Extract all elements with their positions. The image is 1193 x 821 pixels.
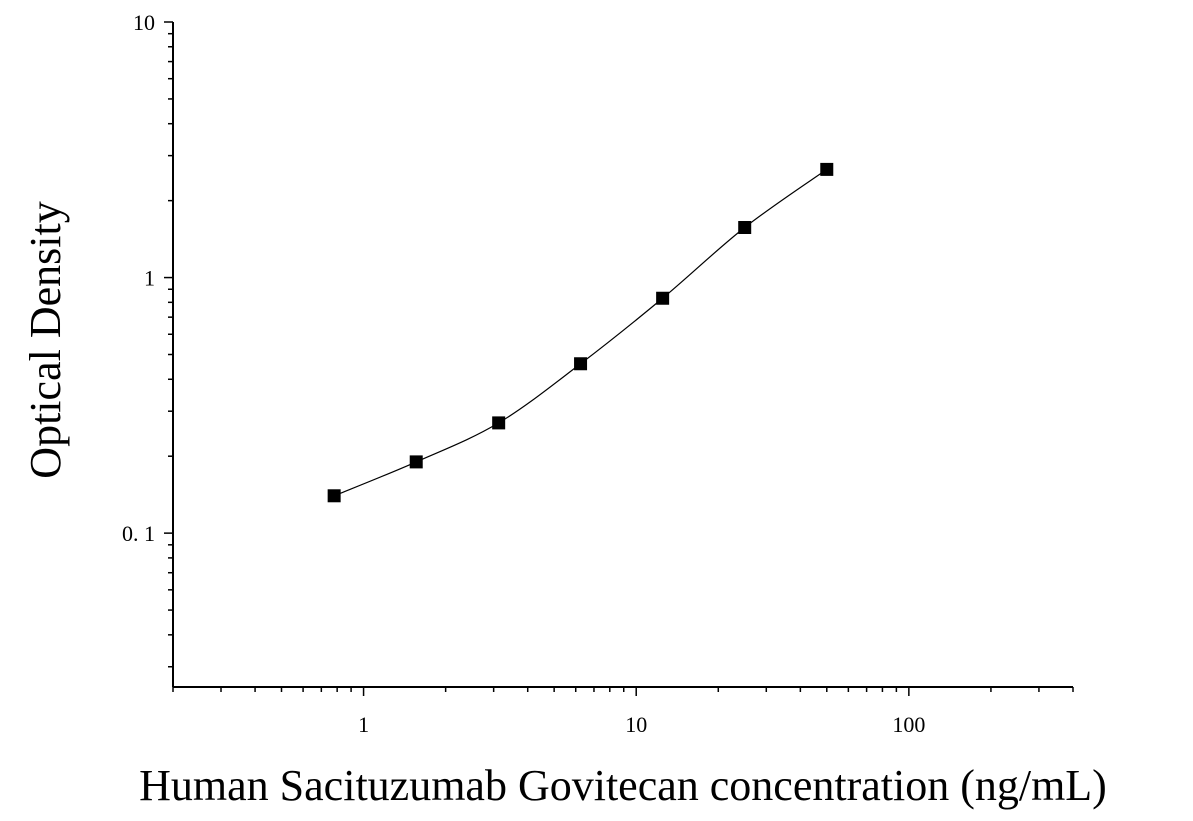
x-tick-label: 10 bbox=[625, 712, 647, 737]
x-tick-label: 100 bbox=[892, 712, 925, 737]
y-tick-label: 1 bbox=[144, 266, 155, 291]
data-point bbox=[820, 162, 834, 176]
fit-curve bbox=[333, 168, 828, 497]
data-point bbox=[738, 221, 752, 235]
tick-labels: 0. 1 1 10 1 10 100 bbox=[122, 10, 925, 737]
data-point bbox=[492, 416, 506, 430]
y-tick-label: 10 bbox=[133, 10, 155, 35]
data-point bbox=[656, 291, 670, 305]
data-point bbox=[574, 357, 588, 371]
ticks bbox=[164, 21, 1074, 696]
data-points bbox=[327, 162, 834, 503]
y-axis-title: Optical Density bbox=[21, 201, 70, 478]
x-axis-title: Human Sacituzumab Govitecan concentratio… bbox=[139, 761, 1107, 810]
x-tick-label: 1 bbox=[358, 712, 369, 737]
axes bbox=[172, 22, 1073, 688]
data-point bbox=[409, 455, 423, 469]
data-point bbox=[327, 489, 341, 503]
y-tick-label: 0. 1 bbox=[122, 521, 155, 546]
